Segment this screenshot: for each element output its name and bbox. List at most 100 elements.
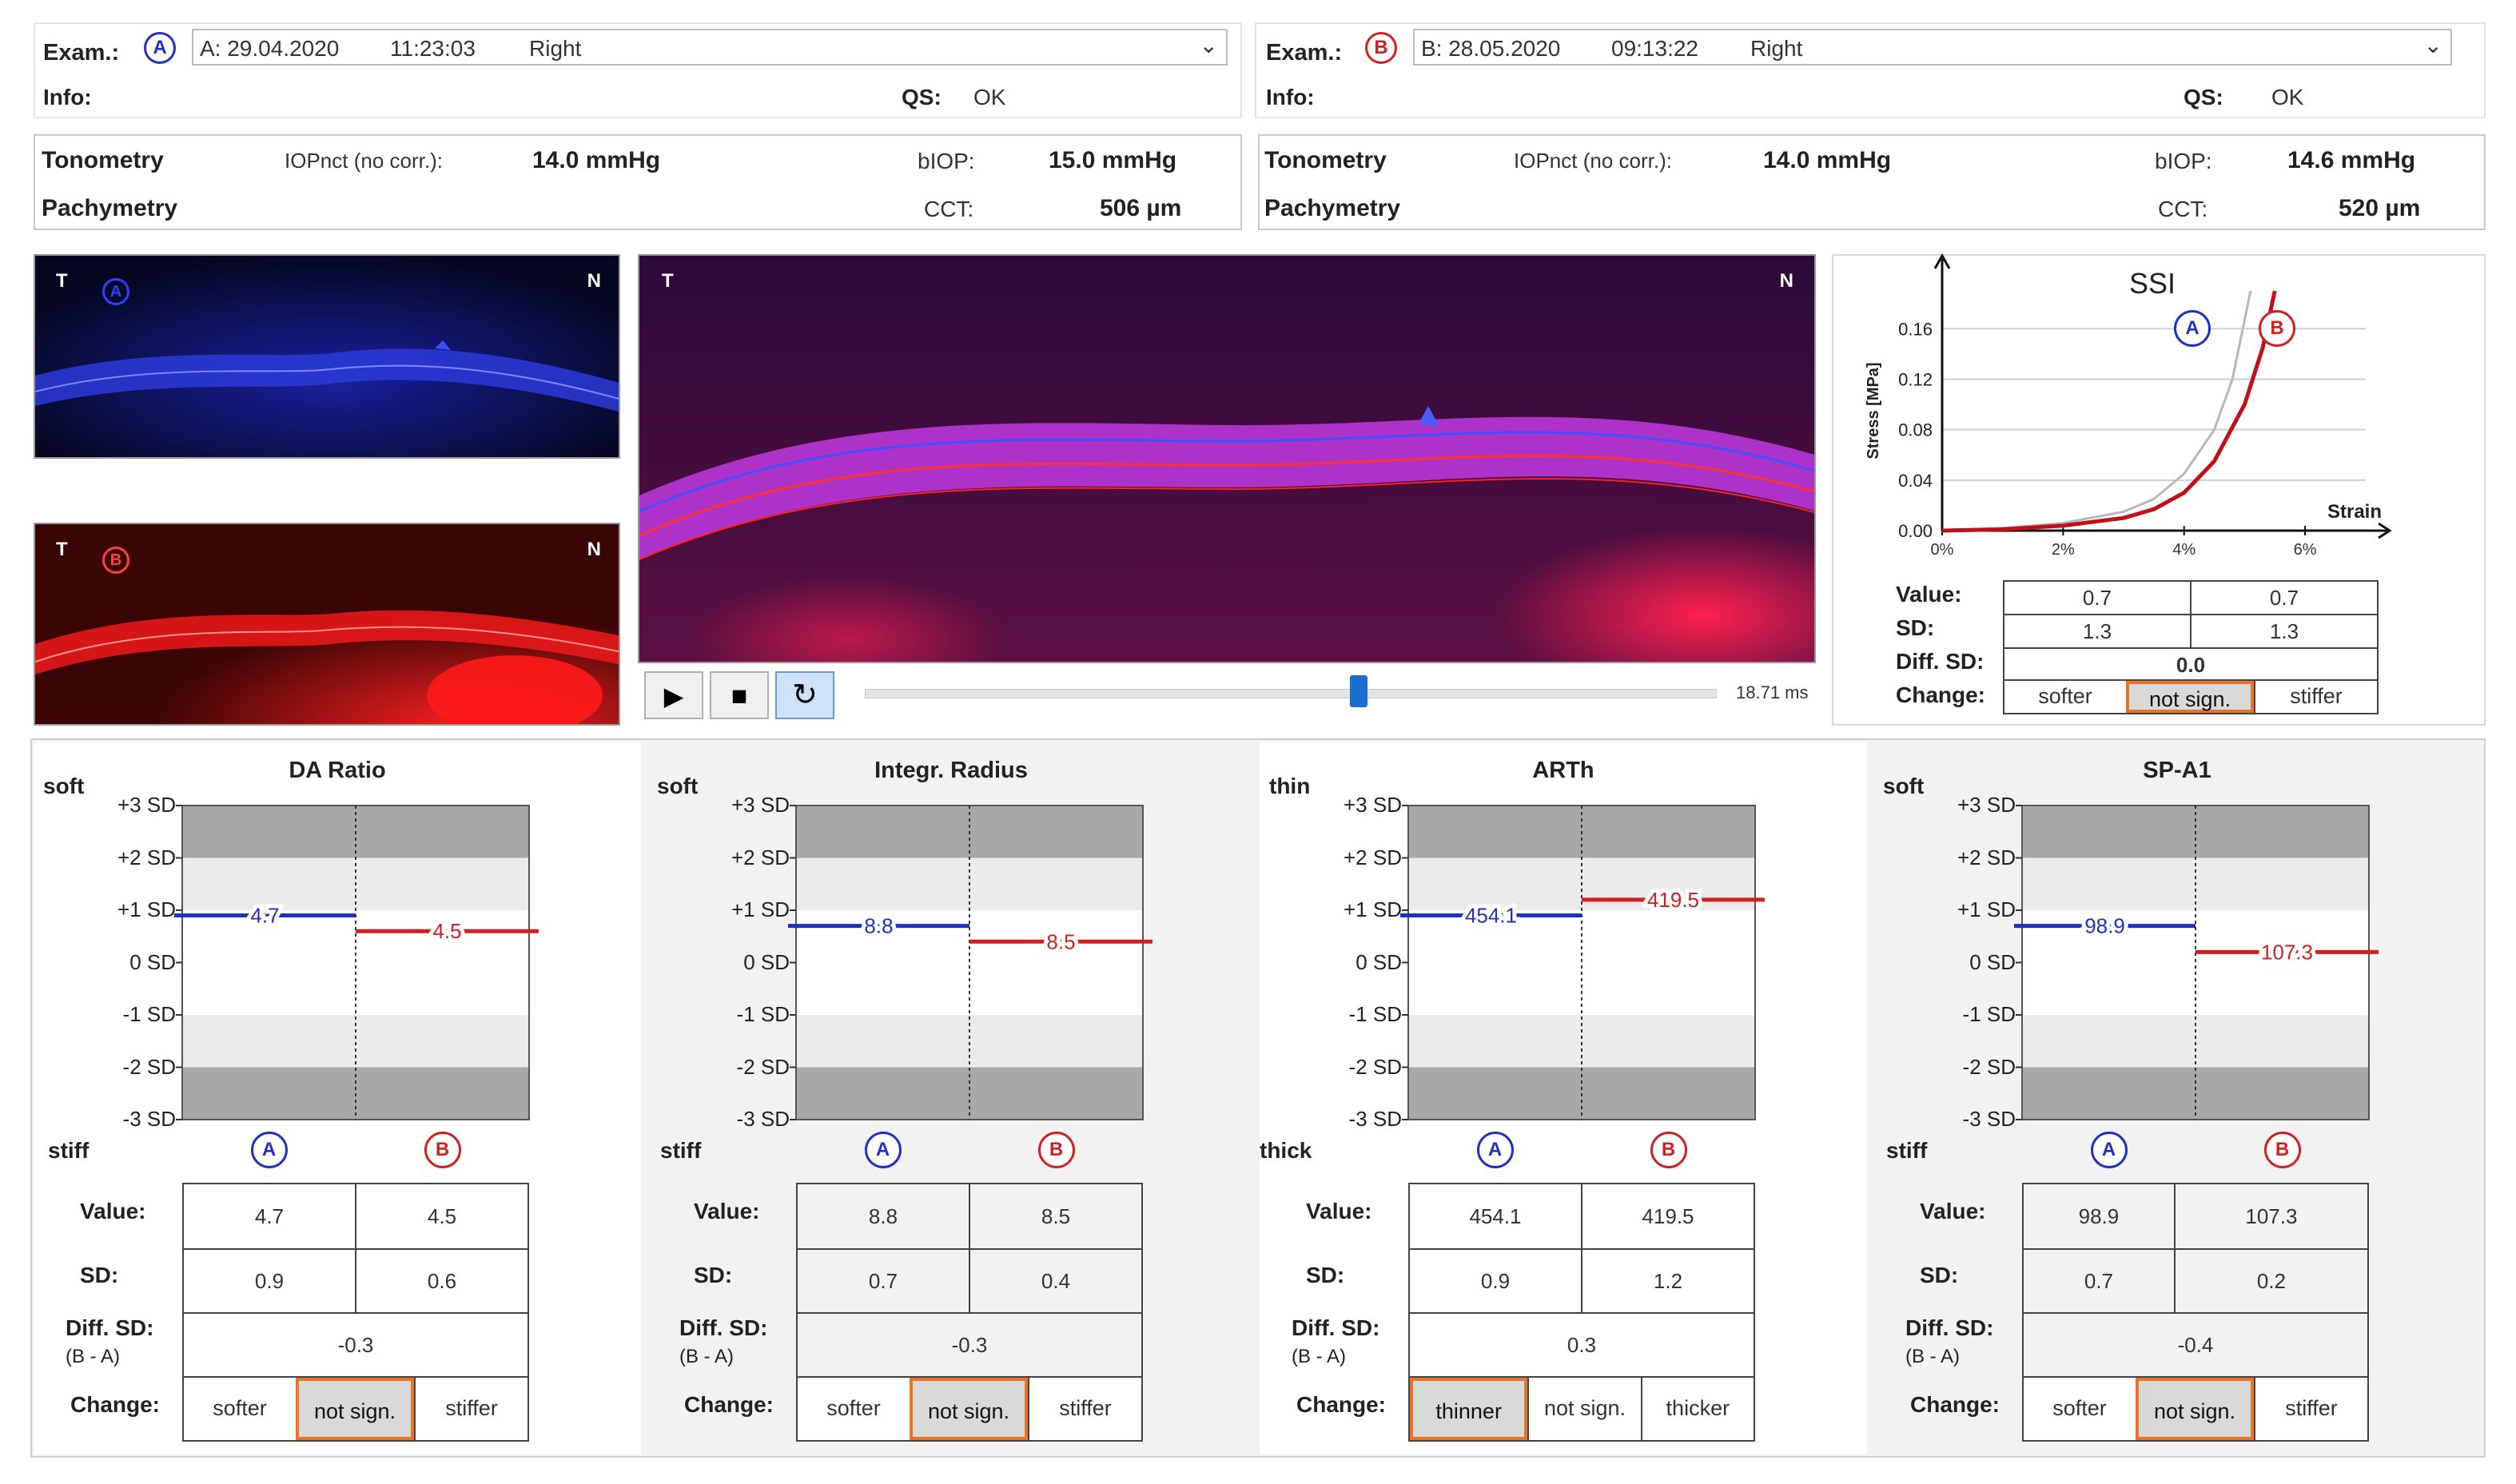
param-title: SP-A1 (2143, 758, 2211, 783)
change-option-softer[interactable]: softer (213, 1396, 267, 1420)
exam-b-qs-label: QS: (2184, 85, 2223, 109)
play-button[interactable]: ▶ (644, 671, 703, 719)
change-option-thinner[interactable]: thinner (1410, 1378, 1528, 1440)
ssi-value-a: 0.7 (2003, 580, 2192, 615)
sd-axis-label: -1 SD (736, 1002, 790, 1026)
temporal-label-b: T (56, 539, 68, 560)
change-option-not-sign[interactable]: not sign. (296, 1378, 414, 1440)
exam-a-selector[interactable]: A: 29.04.2020 11:23:03 Right ⌄ (192, 29, 1228, 66)
ssi-value-label: Value: (1896, 582, 1962, 607)
sd-axis-label: -2 SD (122, 1054, 176, 1079)
value-b: 419.5 (1581, 1183, 1755, 1250)
change-option-stiffer[interactable]: stiffer (2254, 1378, 2367, 1440)
sd-axis-label: 0 SD (1356, 949, 1402, 974)
value-b: 8.5 (969, 1183, 1143, 1250)
param-panel-da-ratio: DA Ratio soft stiff +3 SD +2 SD +1 SD 0 SD -… (34, 742, 641, 1454)
sd-axis-label: -2 SD (1962, 1054, 2016, 1079)
diff-row-sublabel: (B - A) (66, 1346, 121, 1367)
sd-axis-label: 0 SD (129, 949, 176, 974)
sd-axis-label: -3 SD (1962, 1107, 2016, 1131)
diff-row-label: Diff. SD: (1292, 1315, 1380, 1340)
ssi-ytick-label: 0.16 (1898, 319, 1933, 339)
change-group: softer not sign. stiffer (2022, 1376, 2369, 1442)
marker-a-label: 4.7 (250, 904, 279, 928)
change-option-not-sign[interactable]: not sign. (1527, 1378, 1640, 1440)
badge-a: A (1476, 1132, 1514, 1168)
diff-row-label: Diff. SD: (66, 1315, 154, 1340)
sd-axis-label: +2 SD (117, 845, 176, 869)
change-option-stiffer[interactable]: stiffer (1028, 1378, 1141, 1440)
exam-b-date: B: 28.05.2020 (1421, 36, 1561, 61)
sd-axis-label: +3 SD (1957, 793, 2016, 817)
badge-b: B (2263, 1132, 2301, 1168)
sd-row-label: SD: (80, 1263, 119, 1287)
ssi-y-arrow (1933, 253, 1951, 269)
sd-axis-label: -1 SD (122, 1002, 176, 1026)
overlay-image[interactable]: T N (638, 254, 1816, 663)
play-icon: ▶ (663, 682, 684, 710)
sd-band (182, 1015, 529, 1068)
sd-axis-label: -1 SD (1962, 1002, 2016, 1026)
sd-b: 1.2 (1581, 1248, 1755, 1314)
param-table: 4.7 4.5 0.9 0.6 -0.3 (182, 1183, 529, 1378)
timeline-slider[interactable] (865, 675, 1717, 707)
sd-axis-label: +3 SD (117, 793, 176, 817)
temporal-label-a: T (56, 270, 68, 292)
change-option-not-sign[interactable]: not sign. (2136, 1378, 2254, 1440)
sd-row-label: SD: (694, 1263, 733, 1287)
marker-b-label: 8.5 (1046, 929, 1075, 953)
chevron-down-icon[interactable]: ⌄ (1199, 33, 1218, 58)
ssi-badge-b: B (2259, 310, 2295, 347)
exam-b-selector[interactable]: B: 28.05.2020 09:13:22 Right ⌄ (1413, 29, 2452, 66)
ssi-change-stiffer[interactable]: stiffer (2254, 681, 2377, 713)
sd-axis-label: -3 SD (122, 1107, 176, 1131)
change-option-not-sign[interactable]: not sign. (910, 1378, 1028, 1440)
param-title: ARTh (1532, 758, 1594, 783)
ssi-title: SSI (2129, 267, 2176, 300)
sd-axis-label: +1 SD (1957, 897, 2016, 921)
ssi-table: 0.7 0.7 1.3 1.3 0.0 (2003, 580, 2379, 682)
cct-a-label: CCT: (924, 197, 974, 221)
ssi-xlabel: Strain (2327, 501, 2382, 523)
marker-b-label: 107.3 (2261, 940, 2313, 964)
change-option-softer[interactable]: softer (2052, 1396, 2107, 1420)
ssi-xtick-label: 0% (1931, 541, 1954, 559)
ssi-x-arrow (2378, 522, 2392, 539)
tonometry-b-panel (1258, 134, 2486, 230)
change-row-label: Change: (1296, 1392, 1386, 1417)
ssi-xtick-label: 6% (2294, 541, 2317, 559)
iop-b-label: IOPnct (no corr.): (1514, 149, 1672, 173)
value-row-label: Value: (1306, 1199, 1372, 1223)
change-option-softer[interactable]: softer (826, 1396, 881, 1420)
change-option-thicker[interactable]: thicker (1640, 1378, 1754, 1440)
chevron-down-icon[interactable]: ⌄ (2423, 33, 2442, 58)
scheimpflug-image-a[interactable]: T N A (34, 254, 620, 459)
nasal-label-b: N (587, 539, 601, 560)
diff-value: 0.3 (1408, 1312, 1755, 1378)
sd-band (1408, 962, 1755, 1015)
exam-a-badge: A (144, 32, 176, 64)
exam-b-label: Exam.: (1266, 40, 1343, 66)
timeline-slider-thumb[interactable] (1350, 675, 1368, 707)
change-option-stiffer[interactable]: stiffer (414, 1378, 527, 1440)
exam-a-qs-value: OK (973, 85, 1006, 109)
loop-button[interactable]: ↻ (775, 671, 834, 719)
badge-b: B (1037, 1132, 1075, 1168)
ssi-sd-a: 1.3 (2003, 614, 2192, 649)
scheimpflug-image-b[interactable]: T N B (34, 523, 620, 726)
biop-b-label: bIOP: (2155, 149, 2212, 173)
sd-axis-label: +3 SD (731, 793, 790, 817)
badge-a: A (864, 1132, 902, 1168)
cct-b-value: 520 µm (2339, 195, 2421, 221)
ssi-change-softer[interactable]: softer (2038, 684, 2092, 708)
change-group: softer not sign. stiffer (182, 1376, 529, 1442)
badge-a: A (250, 1132, 288, 1168)
ssi-ytick-label: 0.04 (1898, 471, 1933, 491)
iop-a-value: 14.0 mmHg (532, 147, 661, 173)
param-table: 98.9 107.3 0.7 0.2 -0.4 (2022, 1183, 2370, 1378)
ssi-change-not-sign[interactable]: not sign. (2126, 681, 2254, 713)
sd-axis-label: 0 SD (743, 949, 790, 974)
ssi-series-b (1941, 290, 2277, 533)
image-a-badge: A (102, 278, 129, 305)
stop-button[interactable]: ■ (710, 671, 769, 719)
